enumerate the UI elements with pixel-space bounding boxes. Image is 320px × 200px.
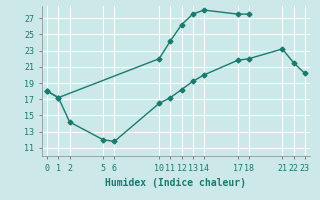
X-axis label: Humidex (Indice chaleur): Humidex (Indice chaleur)	[106, 178, 246, 188]
